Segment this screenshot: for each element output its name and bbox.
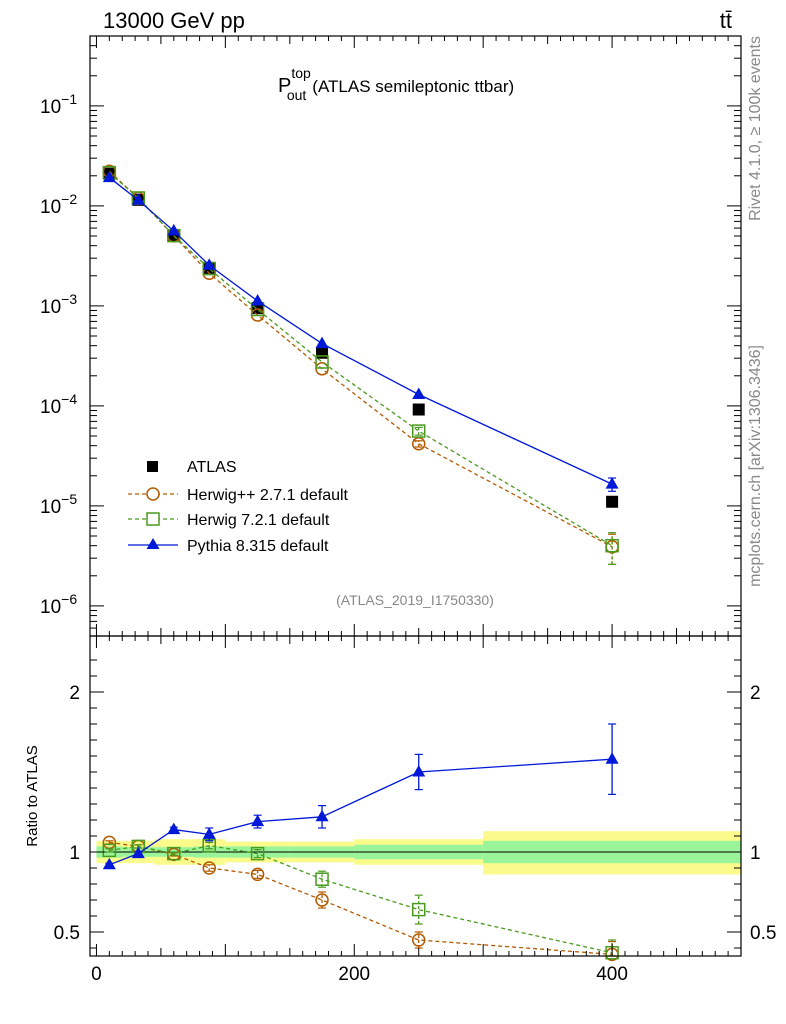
energy-label: 13000 GeV pp: [103, 8, 245, 33]
main-y-tick-label: 10−6: [40, 591, 77, 618]
main-point-herwig-7-2-1-default: [315, 355, 329, 369]
legend-marker-herwig7: [146, 512, 160, 526]
plot-title: Ptop out (ATLAS semileptonic ttbar): [278, 65, 514, 103]
ratio-point-herwig-7-2-1-default: [167, 846, 181, 861]
main-point-pythia-8-315-default: [605, 477, 619, 489]
legend-label-herwigpp: Herwig++ 2.7.1 default: [187, 487, 349, 504]
main-point-pythia-8-315-default: [315, 336, 329, 349]
legend-label-herwig7: Herwig 7.2.1 default: [187, 512, 330, 529]
main-series-herwig-7-2-1-default: [102, 165, 619, 565]
ratio-point-herwig-2-7-1-default: [202, 861, 216, 875]
main-plot-panel: 10−6 10−5 10−4 10−3 10−2 10−1 Ptop out (ATLAS s…: [40, 35, 742, 637]
main-series-herwig-2-7-1-default: [102, 164, 619, 565]
title-rest: (ATLAS semileptonic ttbar): [312, 77, 514, 96]
ratio-point-pythia-8-315-default: [102, 857, 116, 870]
ratio-y-tick-label-left: 2: [69, 683, 80, 704]
main-point-pythia-8-315-default: [102, 170, 116, 183]
main-series-atlas: [103, 167, 619, 508]
main-y-tick-label: 10−1: [40, 91, 77, 118]
ratio-x-tick-label: 0: [91, 964, 102, 985]
ratio-y-tick-label-right: 2: [750, 683, 761, 704]
main-y-tick-label: 10−5: [40, 491, 77, 518]
ratio-point-pythia-8-315-default: [202, 827, 216, 839]
title-base: P: [278, 75, 291, 97]
mcplots-label: mcplots.cern.ch [arXiv:1306.3436]: [747, 345, 764, 587]
main-line-herwig-7-2-1-default: [108, 172, 613, 547]
legend-marker-herwigpp: [146, 487, 160, 501]
ratio-point-pythia-8-315-default: [412, 765, 426, 777]
legend-marker-pythia: [146, 538, 160, 549]
legend-marker-atlas: [147, 461, 158, 472]
ratio-point-pythia-8-315-default: [605, 752, 619, 764]
main-series-pythia-8-315-default: [102, 170, 619, 492]
ratio-point-pythia-8-315-default: [167, 822, 181, 835]
ratio-series-pythia-8-315-default: [102, 723, 619, 870]
main-point-pythia-8-315-default: [202, 258, 216, 270]
main-point-atlas: [412, 403, 425, 416]
process-label: tt̄: [720, 8, 732, 33]
main-y-tick-label: 10−4: [40, 391, 77, 418]
ratio-y-tick-label-right: 0.5: [750, 923, 776, 944]
main-point-herwig-7-2-1-default: [605, 538, 619, 553]
ratio-y-tick-label-left: 0.5: [54, 923, 80, 944]
ratio-point-herwig-7-2-1-default: [315, 872, 329, 886]
main-point-herwig-2-7-1-default: [315, 362, 329, 376]
main-point-pythia-8-315-default: [412, 387, 426, 400]
legend-entry-pythia: Pythia 8.315 default: [128, 538, 329, 555]
ratio-point-herwig-2-7-1-default: [315, 893, 329, 907]
ratio-x-tick-label: 200: [338, 964, 370, 985]
ratio-line-pythia-8-315-default: [109, 758, 613, 866]
ratio-point-pythia-8-315-default: [131, 846, 145, 859]
analysis-label: (ATLAS_2019_I1750330): [336, 592, 494, 608]
main-y-tick-label: 10−2: [40, 191, 77, 218]
legend-label-atlas: ATLAS: [187, 459, 237, 476]
ratio-y-tick-label-right: 1: [750, 843, 761, 864]
main-point-herwig-7-2-1-default: [411, 424, 426, 438]
main-point-atlas: [606, 495, 619, 508]
main-point-pythia-8-315-default: [167, 223, 181, 236]
main-point-pythia-8-315-default: [251, 293, 265, 306]
ratio-series-herwig-7-2-1-default: [102, 838, 619, 960]
legend: ATLAS Herwig++ 2.7.1 default Herwig 7.2.…: [128, 459, 349, 555]
main-y-tick-label: 10−3: [40, 291, 77, 318]
ratio-point-herwig-7-2-1-default: [250, 846, 265, 861]
legend-entry-herwig7: Herwig 7.2.1 default: [128, 512, 330, 529]
title-sub: out: [287, 87, 307, 103]
ratio-point-herwig-7-2-1-default: [411, 902, 426, 917]
main-line-pythia-8-315-default: [108, 177, 613, 485]
legend-entry-atlas: ATLAS: [147, 459, 237, 476]
main-point-pythia-8-315-default: [131, 193, 145, 205]
ratio-ylabel: Ratio to ATLAS: [24, 745, 41, 846]
ratio-x-tick-label: 400: [596, 964, 628, 985]
rivet-version-label: Rivet 4.1.0, ≥ 100k events: [747, 36, 764, 221]
ratio-plot-frame: [89, 635, 742, 957]
legend-label-pythia: Pythia 8.315 default: [187, 538, 329, 555]
ratio-point-herwig-2-7-1-default: [250, 867, 265, 882]
main-line-herwig-2-7-1-default: [108, 170, 613, 548]
ratio-plot-panel: 0.5 0.5 1 1 2 2 0 200 400 Ratio to ATLAS: [24, 635, 776, 985]
ratio-point-pythia-8-315-default: [315, 809, 329, 822]
title-sup: top: [291, 65, 311, 81]
ratio-y-tick-label-left: 1: [69, 843, 80, 864]
ratio-point-pythia-8-315-default: [251, 814, 265, 827]
legend-entry-herwigpp: Herwig++ 2.7.1 default: [128, 487, 349, 504]
ratio-point-herwig-7-2-1-default: [102, 843, 117, 858]
ratio-point-herwig-2-7-1-default: [411, 933, 426, 947]
